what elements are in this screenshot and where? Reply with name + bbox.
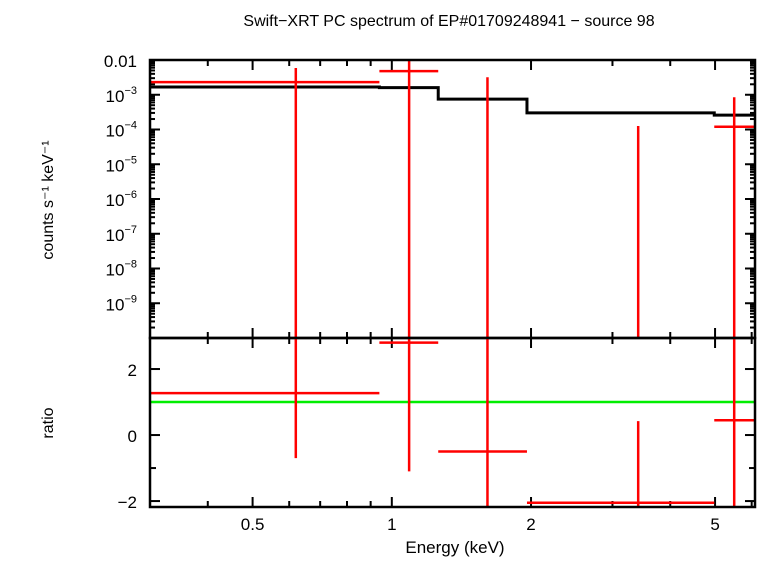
- x-tick-label: 0.5: [241, 515, 265, 534]
- y-tick-label: 0.01: [104, 52, 137, 71]
- y-tick-label: −2: [118, 493, 137, 512]
- x-tick-label: 2: [526, 515, 535, 534]
- panel-frame: [148, 58, 757, 340]
- model-line: [150, 85, 755, 117]
- x-tick-label: 5: [710, 515, 719, 534]
- y-tick-label: 10−3: [106, 85, 137, 106]
- y-tick-label: 10−6: [106, 189, 137, 210]
- y-tick-label: 2: [128, 361, 137, 380]
- y-tick-label: 10−5: [106, 154, 137, 175]
- y-tick-label: 10−4: [106, 120, 137, 141]
- x-tick-label: 1: [387, 515, 396, 534]
- y-tick-label: 10−9: [106, 293, 137, 314]
- y-tick-label: 10−7: [106, 224, 137, 245]
- y-axis-label-spectrum: counts s⁻¹ keV⁻¹: [40, 140, 57, 259]
- chart-title: Swift−XRT PC spectrum of EP#01709248941 …: [243, 13, 654, 30]
- panel-frame: [148, 336, 757, 509]
- y-tick-label: 10−8: [106, 259, 137, 280]
- x-axis-label: Energy (keV): [405, 538, 504, 557]
- y-tick-label: 0: [128, 427, 137, 446]
- y-axis-label-ratio: ratio: [40, 407, 57, 438]
